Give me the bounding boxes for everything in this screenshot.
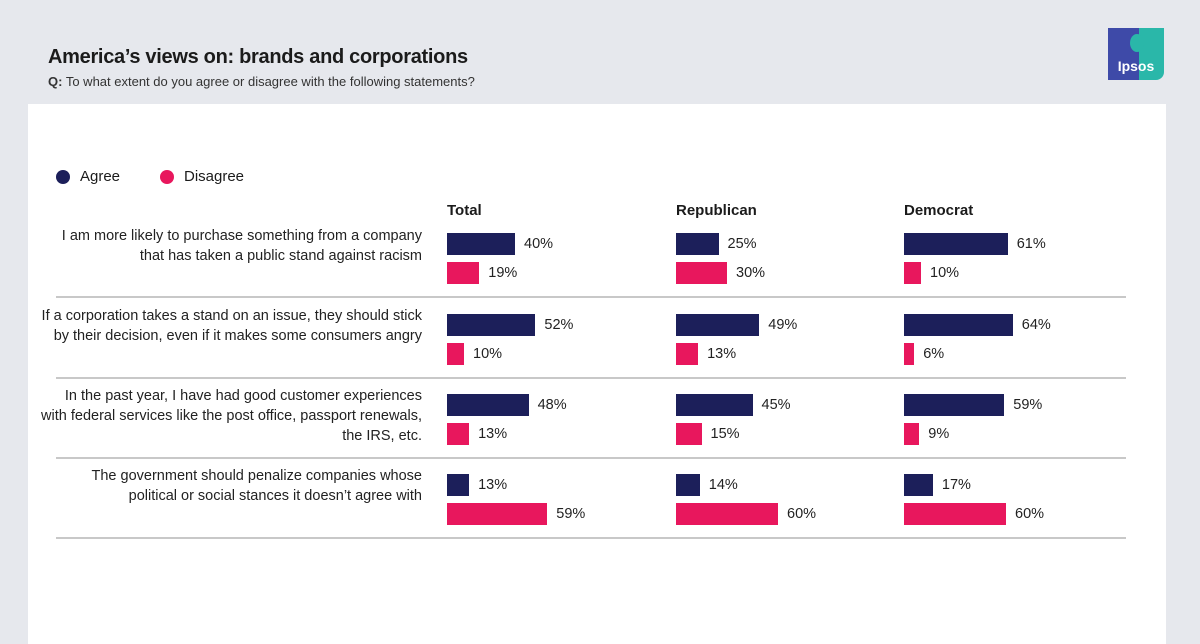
row-divider xyxy=(56,537,1126,539)
value-label: 45% xyxy=(761,397,791,413)
value-label: 52% xyxy=(544,317,574,333)
value-label: 60% xyxy=(1015,506,1045,522)
row-divider xyxy=(56,377,1126,379)
bar-disagree-total xyxy=(447,503,548,525)
legend-disagree: Disagree xyxy=(160,168,244,185)
row-label: The government should penalize companies… xyxy=(91,468,422,504)
value-label: 10% xyxy=(473,346,503,362)
bar-agree-democrat xyxy=(904,394,1005,416)
value-label: 30% xyxy=(736,265,766,281)
value-label: 40% xyxy=(524,236,554,252)
value-label: 64% xyxy=(1021,317,1051,333)
value-label: 60% xyxy=(787,506,817,522)
bar-disagree-republican xyxy=(676,423,702,445)
row-label: If a corporation takes a stand on an iss… xyxy=(41,308,422,344)
logo-text: Ipsos xyxy=(1117,58,1155,74)
bar-disagree-total xyxy=(447,343,464,365)
value-label: 6% xyxy=(923,346,945,362)
bar-disagree-total xyxy=(447,423,470,445)
value-label: 59% xyxy=(556,506,586,522)
ipsos-logo: Ipsos xyxy=(1108,28,1164,80)
bar-agree-total xyxy=(447,233,515,255)
bar-disagree-democrat xyxy=(904,343,915,365)
bar-disagree-democrat xyxy=(904,503,1006,525)
bar-agree-democrat xyxy=(904,474,933,496)
value-label: 59% xyxy=(1013,397,1043,413)
row-label: I am more likely to purchase something f… xyxy=(61,228,422,264)
chart-card xyxy=(28,104,1166,644)
column-header-republican: Republican xyxy=(676,202,757,219)
value-label: 19% xyxy=(488,265,518,281)
bar-agree-total xyxy=(447,394,529,416)
value-label: 14% xyxy=(708,477,738,493)
column-header-democrat: Democrat xyxy=(904,202,974,219)
value-label: 13% xyxy=(478,477,508,493)
chart-title: America’s views on: brands and corporati… xyxy=(48,46,468,68)
value-label: 13% xyxy=(478,426,508,442)
bar-disagree-republican xyxy=(676,262,727,284)
value-label: 13% xyxy=(707,346,737,362)
bar-agree-total xyxy=(447,474,470,496)
question-text: Q: To what extent do you agree or disagr… xyxy=(48,74,475,89)
bar-agree-total xyxy=(447,314,536,336)
value-label: 25% xyxy=(727,236,757,252)
value-label: 15% xyxy=(710,426,740,442)
legend-label: Agree xyxy=(80,168,121,185)
bar-agree-democrat xyxy=(904,314,1013,336)
bar-agree-republican xyxy=(676,314,760,336)
legend-label: Disagree xyxy=(184,168,245,185)
bar-agree-republican xyxy=(676,394,753,416)
legend-agree: Agree xyxy=(56,168,120,185)
row-divider xyxy=(56,296,1126,298)
agree-swatch xyxy=(56,169,70,184)
value-label: 61% xyxy=(1016,236,1046,252)
bar-disagree-republican xyxy=(676,343,699,365)
column-header-total: Total xyxy=(447,202,482,219)
bar-agree-republican xyxy=(676,474,700,496)
bar-disagree-total xyxy=(447,262,480,284)
value-label: 10% xyxy=(930,265,960,281)
row-divider xyxy=(56,457,1126,459)
bar-agree-republican xyxy=(676,233,719,255)
disagree-swatch xyxy=(160,169,174,184)
value-label: 9% xyxy=(928,426,950,442)
question-prefix: Q: xyxy=(48,74,63,89)
bar-disagree-democrat xyxy=(904,262,921,284)
row-label: In the past year, I have had good custom… xyxy=(41,388,422,444)
bar-disagree-republican xyxy=(676,503,778,525)
question: To what extent do you agree or disagree … xyxy=(65,74,475,89)
head-icon xyxy=(1130,34,1144,52)
value-label: 48% xyxy=(537,397,567,413)
value-label: 49% xyxy=(768,317,798,333)
bar-disagree-democrat xyxy=(904,423,920,445)
value-label: 17% xyxy=(941,477,971,493)
bar-agree-democrat xyxy=(904,233,1008,255)
